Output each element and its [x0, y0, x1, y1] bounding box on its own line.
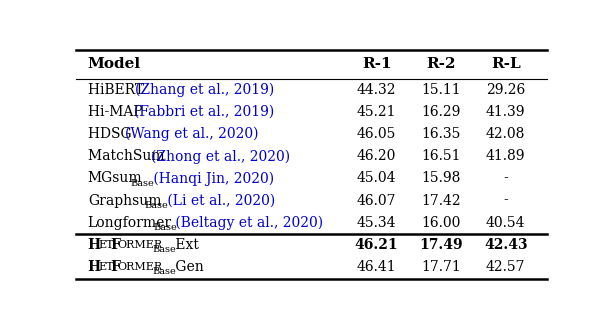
Text: 42.57: 42.57: [486, 260, 525, 274]
Text: F: F: [110, 260, 120, 274]
Text: 46.20: 46.20: [357, 149, 396, 163]
Text: H: H: [88, 260, 101, 274]
Text: Ext: Ext: [171, 238, 199, 252]
Text: Base: Base: [153, 223, 177, 232]
Text: 17.42: 17.42: [421, 194, 461, 208]
Text: 15.98: 15.98: [421, 172, 461, 185]
Text: F: F: [110, 238, 120, 252]
Text: ET: ET: [98, 240, 114, 250]
Text: R-2: R-2: [426, 57, 456, 71]
Text: 42.43: 42.43: [484, 238, 528, 252]
Text: ORMER: ORMER: [117, 240, 163, 250]
Text: Base: Base: [145, 201, 168, 210]
Text: 45.34: 45.34: [357, 216, 396, 230]
Text: 17.49: 17.49: [420, 238, 463, 252]
Text: -: -: [503, 172, 508, 185]
Text: 16.51: 16.51: [421, 149, 461, 163]
Text: MGsum: MGsum: [88, 172, 142, 185]
Text: HiBERT: HiBERT: [88, 83, 148, 97]
Text: 29.26: 29.26: [486, 83, 525, 97]
Text: 46.07: 46.07: [357, 194, 396, 208]
Text: Base: Base: [153, 268, 176, 277]
Text: H: H: [88, 238, 101, 252]
Text: 44.32: 44.32: [357, 83, 396, 97]
Text: (Hanqi Jin, 2020): (Hanqi Jin, 2020): [148, 171, 274, 186]
Text: Base: Base: [130, 179, 154, 188]
Text: 40.54: 40.54: [486, 216, 525, 230]
Text: (Li et al., 2020): (Li et al., 2020): [163, 194, 275, 208]
Text: Model: Model: [88, 57, 141, 71]
Text: ORMER: ORMER: [117, 262, 163, 272]
Text: (Zhang et al., 2019): (Zhang et al., 2019): [134, 83, 274, 97]
Text: 41.39: 41.39: [486, 105, 525, 119]
Text: 46.41: 46.41: [357, 260, 396, 274]
Text: 41.89: 41.89: [486, 149, 525, 163]
Text: 46.05: 46.05: [357, 127, 396, 141]
Text: Hi-MAP: Hi-MAP: [88, 105, 147, 119]
Text: Gen: Gen: [171, 260, 204, 274]
Text: 46.21: 46.21: [355, 238, 398, 252]
Text: Graphsum: Graphsum: [88, 194, 161, 208]
Text: MatchSum: MatchSum: [88, 149, 169, 163]
Text: (Fabbri et al., 2019): (Fabbri et al., 2019): [134, 105, 274, 119]
Text: (Wang et al., 2020): (Wang et al., 2020): [125, 127, 258, 142]
Text: 15.11: 15.11: [421, 83, 461, 97]
Text: 45.21: 45.21: [357, 105, 396, 119]
Text: Longformer: Longformer: [88, 216, 172, 230]
Text: HDSG: HDSG: [88, 127, 136, 141]
Text: ET: ET: [98, 262, 114, 272]
Text: Base: Base: [153, 246, 176, 254]
Text: R-L: R-L: [491, 57, 520, 71]
Text: 42.08: 42.08: [486, 127, 525, 141]
Text: (Beltagy et al., 2020): (Beltagy et al., 2020): [171, 215, 323, 230]
Text: 45.04: 45.04: [357, 172, 396, 185]
Text: 17.71: 17.71: [421, 260, 461, 274]
Text: 16.35: 16.35: [421, 127, 461, 141]
Text: -: -: [503, 194, 508, 208]
Text: (Zhong et al., 2020): (Zhong et al., 2020): [151, 149, 289, 164]
Text: 16.29: 16.29: [421, 105, 461, 119]
Text: R-1: R-1: [362, 57, 392, 71]
Text: 16.00: 16.00: [421, 216, 461, 230]
